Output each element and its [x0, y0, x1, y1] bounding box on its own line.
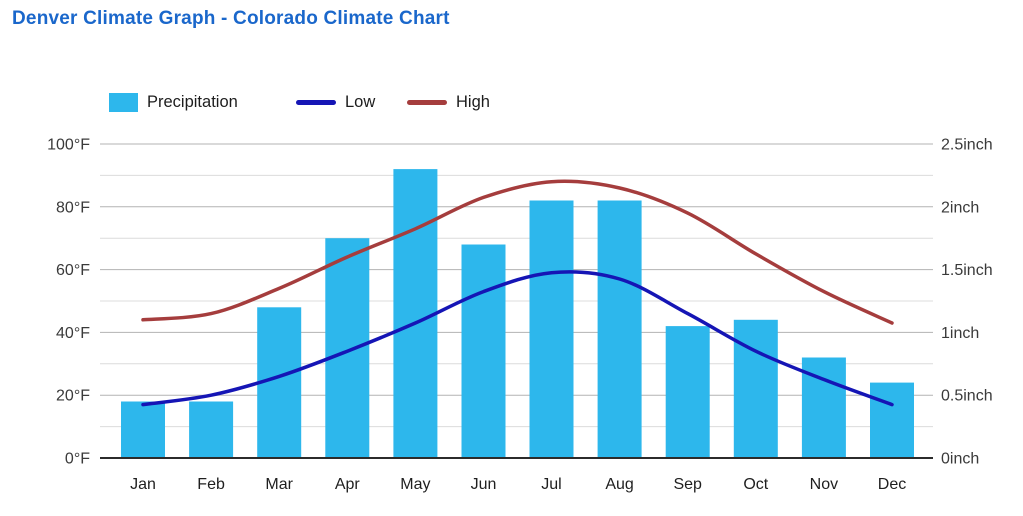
x-tick-jun: Jun	[471, 476, 497, 493]
x-tick-aug: Aug	[605, 476, 633, 493]
high-line-swatch	[407, 99, 447, 105]
y-left-tick: 100°F	[47, 137, 90, 154]
y-left-tick: 0°F	[65, 451, 90, 468]
low-line-swatch	[296, 99, 336, 105]
x-tick-oct: Oct	[743, 476, 768, 493]
bar-jul	[529, 200, 574, 458]
legend-item-low: Low	[296, 90, 375, 114]
y-right-tick: 0inch	[941, 451, 979, 468]
y-left-tick: 80°F	[56, 199, 90, 216]
x-tick-mar: Mar	[265, 476, 293, 493]
y-right-tick: 2.5inch	[941, 137, 993, 154]
x-tick-sep: Sep	[673, 476, 702, 493]
high-line	[141, 179, 894, 325]
x-tick-feb: Feb	[197, 476, 225, 493]
y-right-tick: 0.5inch	[941, 388, 993, 405]
legend-item-precipitation: Precipitation	[109, 90, 238, 114]
legend-item-high: High	[407, 90, 490, 114]
legend-label-low: Low	[345, 92, 376, 111]
y-right-tick: 1inch	[941, 325, 979, 342]
x-tick-dec: Dec	[878, 476, 906, 493]
x-tick-jul: Jul	[541, 476, 561, 493]
legend-label-precipitation: Precipitation	[147, 92, 238, 111]
low-line	[141, 270, 894, 407]
bar-jan	[121, 401, 165, 458]
bar-feb	[189, 401, 234, 458]
bar-dec	[870, 382, 914, 458]
y-right-tick: 1.5inch	[941, 262, 993, 279]
x-tick-may: May	[400, 476, 430, 493]
x-tick-apr: Apr	[335, 476, 361, 493]
chart-legend: Precipitation Low High	[109, 90, 629, 114]
x-tick-jan: Jan	[130, 476, 156, 493]
y-left-tick: 60°F	[56, 262, 90, 279]
bar-jun	[461, 244, 506, 458]
bar-may	[393, 169, 438, 458]
y-right-tick: 2inch	[941, 199, 979, 216]
bar-apr	[325, 238, 370, 458]
legend-label-high: High	[456, 92, 490, 111]
x-tick-nov: Nov	[810, 476, 838, 493]
bar-sep	[665, 326, 710, 458]
y-left-tick: 20°F	[56, 388, 90, 405]
bar-oct	[733, 319, 778, 458]
bar-aug	[597, 200, 642, 458]
y-left-tick: 40°F	[56, 325, 90, 342]
page-title: Denver Climate Graph - Colorado Climate …	[12, 8, 450, 29]
precipitation-swatch	[109, 92, 138, 112]
